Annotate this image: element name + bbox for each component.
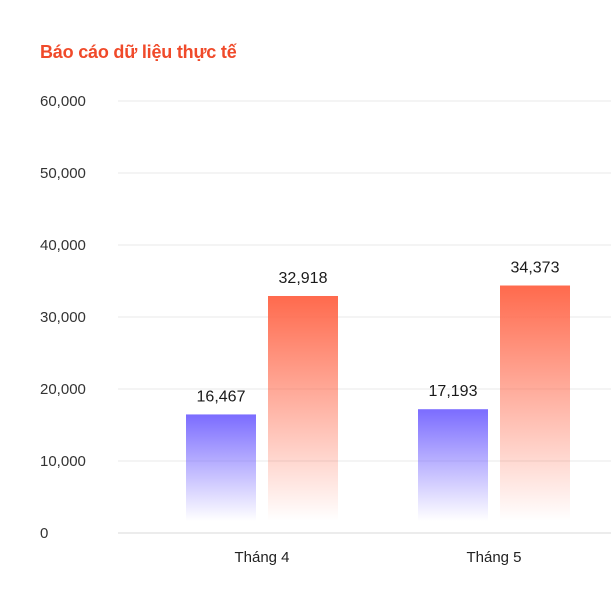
- chart-title: Báo cáo dữ liệu thực tế: [40, 42, 237, 62]
- bar: [500, 285, 570, 521]
- data-label: 32,918: [279, 270, 328, 287]
- bar: [418, 409, 488, 521]
- data-label: 34,373: [511, 260, 560, 277]
- x-axis: Tháng 4 Tháng 5: [234, 549, 521, 566]
- bar: [268, 295, 338, 521]
- x-category-label: Tháng 4: [234, 549, 289, 566]
- data-labels: 16,467 17,193 32,918 34,373: [197, 260, 560, 406]
- data-label: 17,193: [429, 383, 478, 400]
- y-tick-label: 40,000: [40, 237, 86, 254]
- y-tick-label: 30,000: [40, 309, 86, 326]
- y-axis: 0 10,000 20,000 30,000 40,000 50,000 60,000: [40, 93, 86, 542]
- data-label: 16,467: [197, 388, 246, 405]
- bar: [186, 414, 256, 521]
- y-tick-label: 60,000: [40, 93, 86, 110]
- bars: [186, 285, 570, 521]
- x-category-label: Tháng 5: [466, 549, 521, 566]
- y-tick-label: 10,000: [40, 453, 86, 470]
- y-tick-label: 50,000: [40, 165, 86, 182]
- y-tick-label: 20,000: [40, 381, 86, 398]
- y-tick-label: 0: [40, 525, 48, 542]
